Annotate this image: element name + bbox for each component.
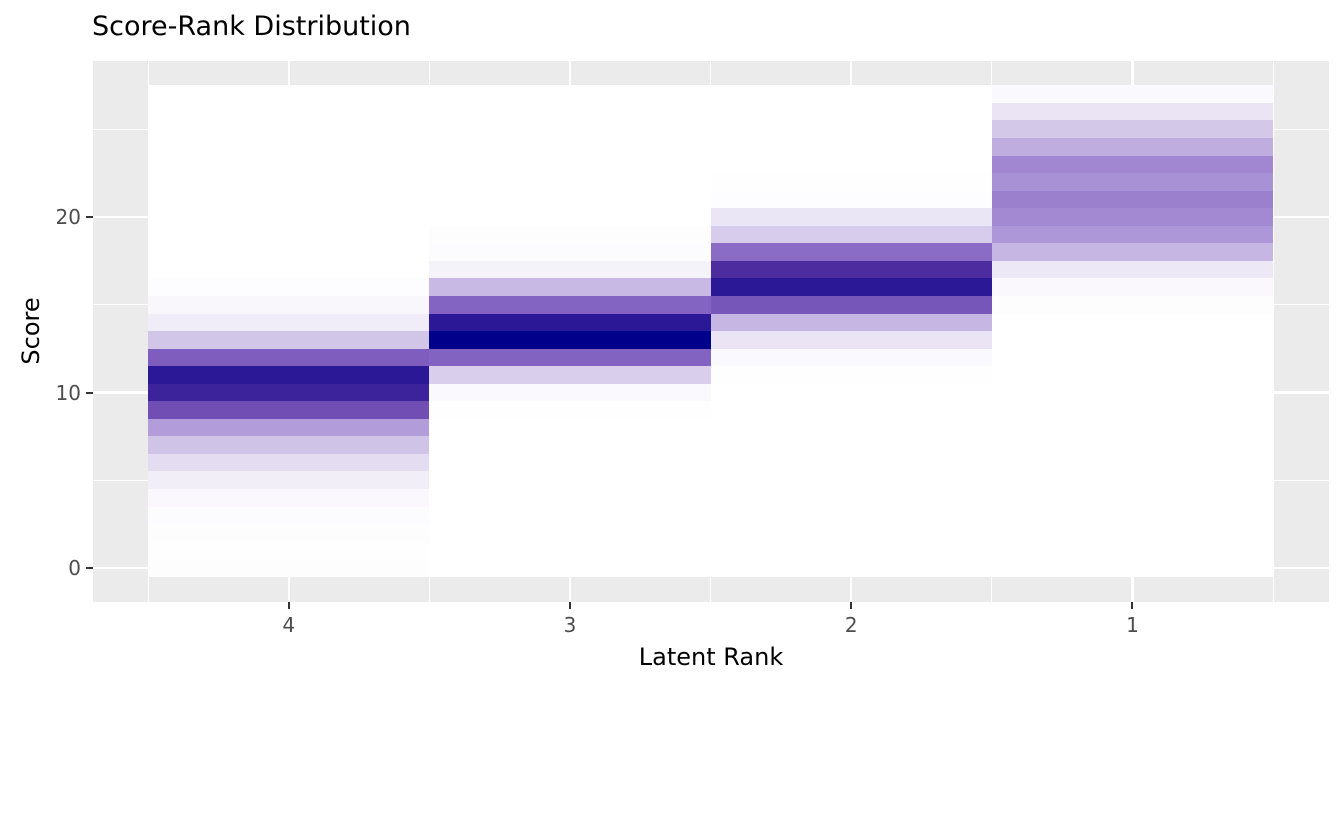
heatmap-tile	[148, 295, 430, 314]
heatmap-tile	[710, 313, 992, 332]
heatmap-tile	[429, 313, 711, 332]
x-axis-tick	[287, 602, 290, 609]
heatmap-tile	[710, 173, 992, 191]
heatmap-tile	[991, 295, 1274, 314]
heatmap-tile	[710, 295, 992, 314]
heatmap-tile	[148, 541, 430, 560]
heatmap-tile	[991, 208, 1274, 226]
x-axis-tick	[1131, 602, 1134, 609]
y-axis-tick	[86, 216, 93, 218]
heatmap-tile	[991, 85, 1274, 103]
legend: Count 050100150200250	[0, 700, 1344, 810]
heatmap-tile	[429, 225, 711, 244]
x-axis-title: Latent Rank	[638, 643, 784, 671]
heatmap-tile	[429, 401, 711, 419]
y-axis-tick	[86, 391, 93, 394]
heatmap-tile	[429, 366, 711, 384]
heatmap-tile	[429, 243, 711, 261]
heatmap-tile	[991, 243, 1274, 261]
heatmap-tile	[710, 348, 992, 367]
chart-title: Score-Rank Distribution	[92, 11, 411, 42]
heatmap-tile	[710, 208, 992, 226]
heatmap-tile	[991, 225, 1274, 244]
y-axis-tick-label: 20	[55, 205, 81, 229]
heatmap-tile	[429, 278, 711, 296]
x-axis-tick-label: 3	[563, 613, 577, 637]
heatmap-tile	[429, 331, 711, 349]
heatmap-tile	[148, 559, 430, 577]
x-axis-tick-label: 2	[844, 613, 858, 637]
x-minor-gridline	[1272, 61, 1274, 602]
heatmap-tile	[148, 401, 430, 419]
heatmap-tile	[991, 173, 1274, 191]
y-axis-tick-label: 0	[68, 556, 81, 580]
heatmap-tile	[710, 225, 992, 244]
y-axis-tick	[86, 567, 93, 569]
y-axis-tick-label: 10	[55, 380, 81, 405]
heatmap-tile	[429, 348, 711, 367]
heatmap-tile	[148, 366, 430, 384]
heatmap-tile	[148, 348, 430, 367]
heatmap-tile	[148, 278, 430, 296]
heatmap-tile	[429, 383, 711, 402]
heatmap-tile	[991, 120, 1274, 139]
heatmap-tile	[710, 366, 992, 384]
heatmap-tile	[148, 471, 430, 490]
heatmap-tile	[148, 383, 430, 402]
heatmap-tile	[148, 506, 430, 525]
heatmap-tile	[710, 190, 992, 209]
y-axis-title: Score	[17, 297, 45, 365]
heatmap-tile	[710, 243, 992, 261]
heatmap-tile	[710, 278, 992, 296]
x-axis-tick	[568, 602, 571, 609]
heatmap-tile	[991, 155, 1274, 174]
x-axis-tick-label: 4	[282, 613, 296, 637]
heatmap-tile	[991, 278, 1274, 296]
heatmap-tile	[429, 295, 711, 314]
plot-panel	[93, 61, 1329, 602]
heatmap-tile	[991, 138, 1274, 156]
x-axis-tick	[850, 602, 853, 609]
heatmap-tile	[991, 190, 1274, 209]
heatmap-tile	[710, 260, 992, 279]
heatmap-tile	[148, 453, 430, 472]
heatmap-tile	[148, 524, 430, 542]
heatmap-tile	[148, 313, 430, 332]
x-axis-tick-label: 1	[1126, 613, 1139, 637]
heatmap-tile	[991, 260, 1274, 279]
heatmap-tile	[148, 331, 430, 349]
heatmap-tile	[148, 489, 430, 507]
heatmap-tile	[148, 418, 430, 437]
heatmap-tile	[991, 102, 1274, 121]
heatmap-tile	[710, 331, 992, 349]
heatmap-tile	[429, 260, 711, 279]
heatmap-tile	[148, 436, 430, 454]
